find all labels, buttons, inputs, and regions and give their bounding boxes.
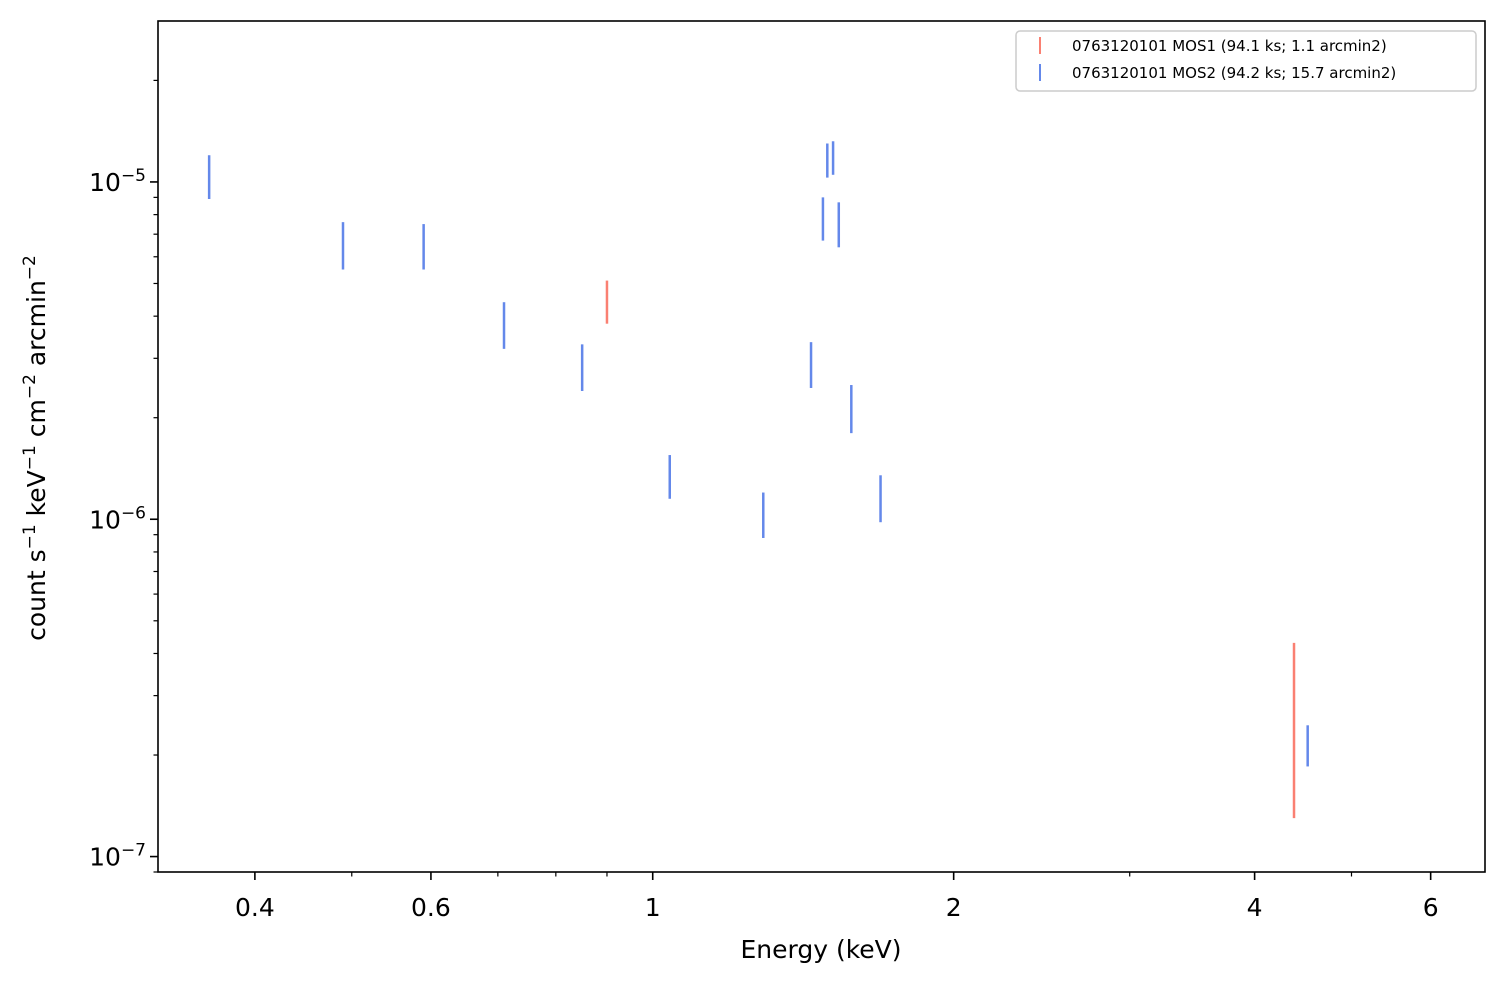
x-tick-label: 4 (1247, 893, 1263, 922)
y-axis-label: count s−1 keV−1 cm−2 arcmin−2 (20, 255, 51, 641)
y-tick-label: 10−7 (89, 841, 146, 872)
x-tick-label: 0.4 (235, 893, 275, 922)
x-axis-ticks: 0.4 0.6 1 2 4 6 (235, 872, 1439, 922)
series-mos2 (207, 141, 1309, 767)
x-tick-label: 2 (946, 893, 962, 922)
legend-label-mos1: 0763120101 MOS1 (94.1 ks; 1.1 arcmin2) (1072, 37, 1387, 55)
y-tick-label: 10−6 (89, 503, 146, 534)
plot-frame (157, 20, 1486, 873)
x-tick-label: 1 (645, 893, 661, 922)
plot-area (158, 21, 1485, 872)
y-tick-label: 10−5 (89, 166, 146, 197)
series-mos1 (605, 280, 1296, 819)
x-tick-label: 6 (1423, 893, 1439, 922)
x-tick-label: 0.6 (411, 893, 451, 922)
y-axis-ticks: 10−5 10−6 10−7 (89, 166, 158, 872)
x-axis-label: Energy (keV) (740, 935, 901, 964)
legend-label-mos2: 0763120101 MOS2 (94.2 ks; 15.7 arcmin2) (1072, 64, 1396, 82)
legend: 0763120101 MOS1 (94.1 ks; 1.1 arcmin2) 0… (1015, 30, 1477, 92)
legend-box (1015, 30, 1477, 92)
series-layer (207, 141, 1309, 819)
